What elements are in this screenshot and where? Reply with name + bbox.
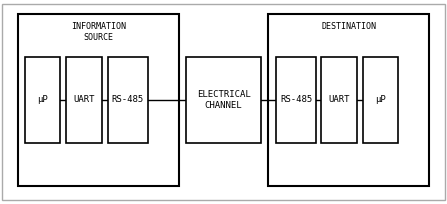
FancyBboxPatch shape [186,57,261,143]
Text: RS-485: RS-485 [112,95,144,104]
Text: μP: μP [375,95,386,104]
Text: DESTINATION: DESTINATION [321,22,376,31]
Text: INFORMATION
SOURCE: INFORMATION SOURCE [71,22,126,42]
Text: ELECTRICAL
CHANNEL: ELECTRICAL CHANNEL [197,90,250,110]
Text: RS-485: RS-485 [280,95,312,104]
FancyBboxPatch shape [66,57,102,143]
FancyBboxPatch shape [276,57,316,143]
FancyBboxPatch shape [25,57,60,143]
FancyBboxPatch shape [2,4,445,200]
Text: μP: μP [37,95,48,104]
FancyBboxPatch shape [321,57,357,143]
Text: UART: UART [73,95,95,104]
Text: UART: UART [328,95,350,104]
FancyBboxPatch shape [363,57,398,143]
FancyBboxPatch shape [108,57,148,143]
FancyBboxPatch shape [268,14,429,186]
FancyBboxPatch shape [18,14,179,186]
